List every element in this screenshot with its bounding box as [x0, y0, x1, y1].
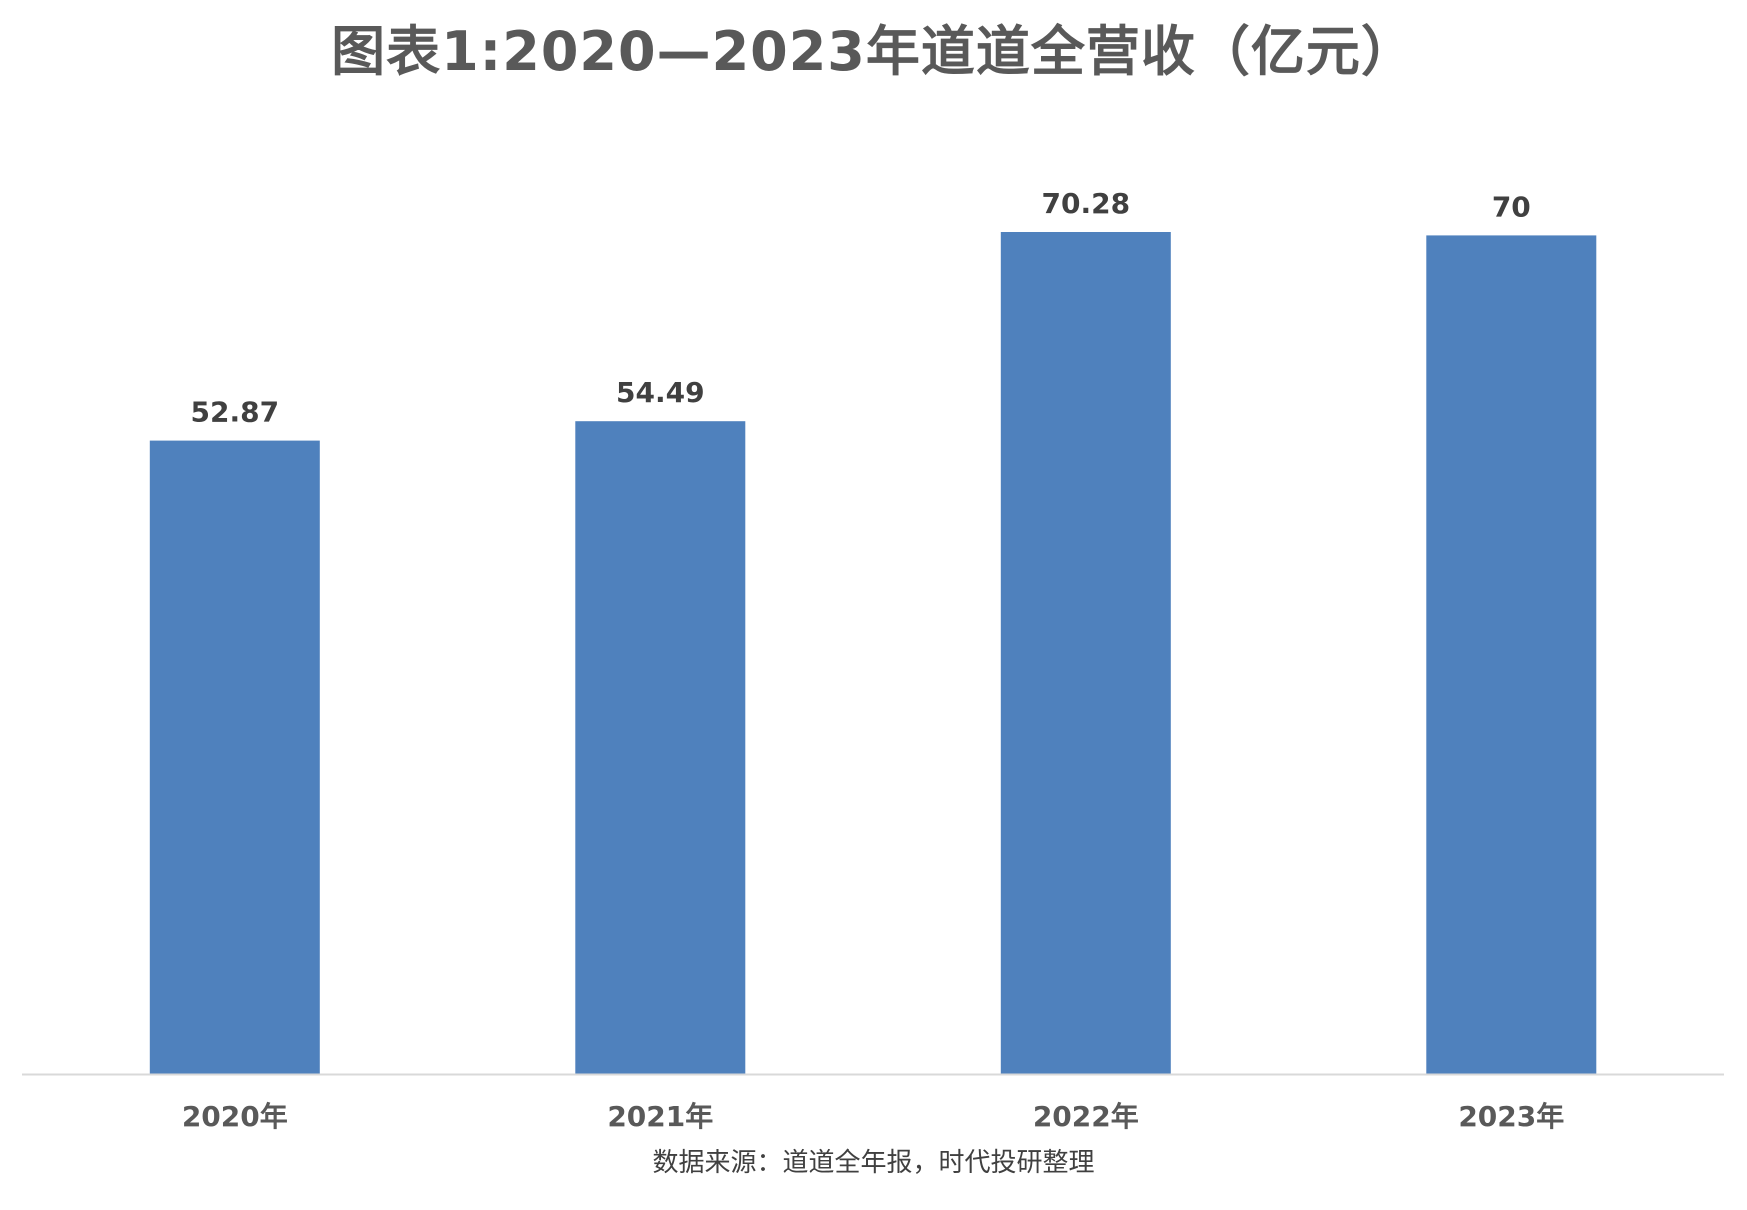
x-axis-ticks-layer: 2020年 2021年 2022年 2023年	[182, 1100, 1564, 1133]
x-tick-label-2: 2022年	[1033, 1100, 1139, 1133]
data-label-2: 70.28	[1042, 187, 1131, 220]
chart-title: 图表1:2020—2023年道道全营收（亿元）	[331, 20, 1416, 83]
x-tick-label-0: 2020年	[182, 1100, 288, 1133]
bars-layer	[149, 232, 1597, 1075]
data-labels-layer: 52.87 54.49 70.28 70	[191, 187, 1531, 429]
data-label-3: 70	[1492, 190, 1531, 223]
bar-2	[1000, 232, 1171, 1074]
data-label-1: 54.49	[616, 376, 705, 409]
data-label-0: 52.87	[191, 396, 280, 429]
x-tick-label-1: 2021年	[607, 1100, 713, 1133]
bar-1	[575, 421, 746, 1074]
x-tick-label-3: 2023年	[1458, 1100, 1564, 1133]
bar-3	[1426, 235, 1597, 1074]
bar-0	[149, 440, 320, 1075]
source-note: 数据来源：道道全年报，时代投研整理	[652, 1148, 1095, 1178]
